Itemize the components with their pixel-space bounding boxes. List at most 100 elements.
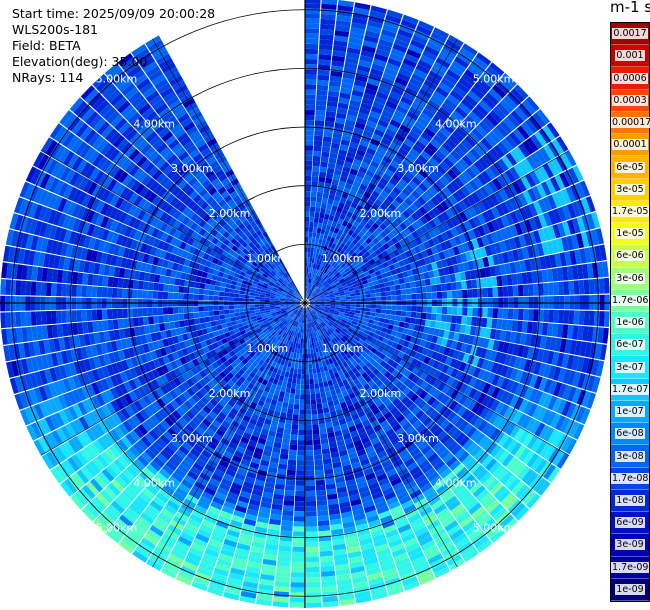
- ray-gate: [526, 155, 538, 170]
- ray-gate: [375, 259, 382, 266]
- ray-gate: [361, 247, 368, 255]
- ray-gate: [364, 152, 374, 161]
- ray-gate: [477, 157, 489, 170]
- ray-gate: [291, 567, 305, 573]
- ray-gate: [324, 294, 330, 297]
- ray-gate: [324, 283, 330, 288]
- ray-gate: [506, 319, 513, 331]
- ray-gate: [405, 311, 412, 318]
- ray-gate: [357, 251, 364, 258]
- ray-gate: [314, 454, 323, 461]
- ray-gate: [323, 274, 329, 280]
- ray-gate: [443, 157, 455, 169]
- ray-gate: [444, 239, 453, 249]
- ray-gate: [441, 291, 448, 299]
- ray-gate: [505, 135, 518, 149]
- ray-gate: [229, 309, 235, 314]
- ray-gate: [371, 244, 379, 252]
- ray-gate: [294, 394, 300, 400]
- ray-gate: [404, 317, 411, 324]
- ray-gate: [356, 266, 363, 273]
- ray-gate: [443, 172, 454, 183]
- ray-gate: [359, 55, 374, 64]
- ray-gate: [308, 368, 313, 374]
- ray-gate: [333, 238, 339, 245]
- ray-gate: [329, 281, 335, 287]
- ray-gate: [446, 183, 457, 195]
- ray-gate: [350, 94, 363, 103]
- ray-gate: [451, 110, 465, 123]
- ray-gate: [495, 229, 504, 242]
- ray-gate: [313, 258, 318, 264]
- ray-gate: [239, 308, 245, 313]
- ray-gate: [420, 131, 433, 143]
- ray-gate: [379, 287, 386, 293]
- ray-gate: [308, 288, 311, 294]
- ray-gate: [482, 287, 488, 298]
- ray-gate: [485, 92, 500, 106]
- ray-gate: [305, 8, 321, 14]
- ray-gate: [336, 107, 348, 115]
- ray-gate: [441, 211, 450, 222]
- ray-gate: [308, 295, 312, 300]
- ray-gate: [325, 224, 332, 231]
- ray-gate: [285, 485, 295, 491]
- ray-gate: [379, 317, 385, 323]
- ray-gate: [443, 73, 458, 86]
- ray-gate: [398, 260, 405, 267]
- ray-gate: [545, 179, 556, 194]
- ray-gate: [433, 253, 441, 262]
- ray-gate: [312, 424, 319, 430]
- ray-gate: [305, 130, 314, 136]
- ray-gate: [321, 223, 327, 230]
- ray-gate: [340, 87, 352, 95]
- ray-gate: [305, 109, 315, 116]
- ray-gate: [336, 15, 352, 22]
- ray-gate: [331, 243, 337, 250]
- ray-gate: [308, 267, 311, 273]
- ray-gate: [593, 311, 600, 327]
- ray-gate: [315, 281, 320, 287]
- ray-gate: [356, 257, 363, 264]
- ray-gate: [411, 230, 420, 239]
- ray-gate: [530, 152, 543, 168]
- ray-gate: [488, 180, 499, 193]
- ray-gate: [446, 290, 453, 299]
- ray-gate: [528, 115, 542, 131]
- ray-gate: [473, 82, 488, 96]
- ray-gate: [542, 163, 554, 179]
- ray-gate: [316, 89, 328, 96]
- ray-gate: [364, 125, 376, 134]
- ray-gate: [426, 306, 432, 313]
- ray-gate: [496, 175, 508, 188]
- ray-gate: [291, 556, 305, 563]
- ray-gate: [459, 211, 468, 223]
- ray-gate: [354, 122, 366, 130]
- ray-gate: [402, 236, 411, 245]
- ray-gate: [292, 551, 305, 558]
- ray-gate: [433, 61, 448, 73]
- ray-gate: [409, 77, 423, 88]
- ray-gate: [333, 270, 339, 276]
- ray-gate: [153, 315, 159, 324]
- ray-gate: [417, 196, 427, 206]
- ray-gate: [377, 86, 391, 96]
- ray-gate: [289, 439, 298, 446]
- ray-gate: [503, 117, 517, 131]
- ray-gate: [396, 72, 411, 82]
- ray-gate: [565, 186, 576, 203]
- ray-gate: [568, 280, 575, 295]
- ray-gate: [516, 125, 530, 140]
- ray-gate: [353, 126, 364, 135]
- ray-gate: [427, 238, 436, 248]
- ray-gate: [416, 293, 422, 300]
- ray-gate: [306, 288, 309, 294]
- ray-gate: [388, 319, 395, 326]
- ray-gate: [299, 353, 303, 359]
- ray-gate: [361, 134, 372, 143]
- ray-gate: [413, 199, 423, 209]
- ray-gate: [547, 141, 560, 158]
- ray-gate: [518, 143, 530, 158]
- ray-gate: [314, 135, 323, 142]
- ray-gate: [305, 429, 313, 436]
